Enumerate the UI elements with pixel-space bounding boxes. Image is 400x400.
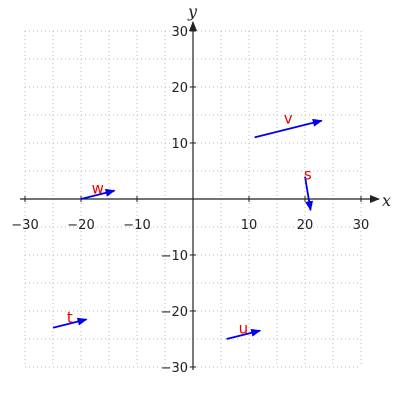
vector-label: s	[304, 166, 312, 184]
vector-arrow	[226, 328, 262, 340]
vector-w: w	[80, 180, 116, 200]
vector-arrow	[80, 188, 116, 200]
vector-s: s	[304, 166, 314, 212]
vector-label: w	[92, 180, 104, 198]
y-tick-label: 30	[171, 25, 188, 40]
vector-arrow	[52, 317, 88, 329]
x-tick-label: −30	[11, 218, 38, 233]
x-axis-title: x	[382, 191, 391, 210]
ticks: −30 −20 −10 10 20 30 −30 −20 −10 10 20 30	[11, 25, 369, 376]
axes: x y	[20, 2, 391, 370]
vector-t: t	[52, 308, 88, 329]
y-tick-label: −10	[161, 249, 188, 264]
vector-label: v	[284, 110, 293, 128]
vector-arrow	[304, 176, 314, 212]
x-tick-label: 30	[353, 218, 370, 233]
y-tick-label: 20	[171, 81, 188, 96]
x-tick-label: −10	[123, 218, 150, 233]
vector-arrow	[254, 118, 323, 139]
x-tick-label: −20	[67, 218, 94, 233]
vector-label: u	[239, 320, 249, 338]
y-tick-label: 10	[171, 137, 188, 152]
x-tick-label: 10	[241, 218, 258, 233]
y-tick-label: −20	[161, 305, 188, 320]
vector-v: v	[254, 110, 323, 139]
x-tick-label: 20	[297, 218, 314, 233]
vectors: v s w t u	[52, 110, 323, 340]
vector-label: t	[67, 308, 73, 326]
y-axis-title: y	[187, 2, 198, 21]
y-tick-label: −30	[161, 361, 188, 376]
vector-u: u	[226, 320, 262, 340]
